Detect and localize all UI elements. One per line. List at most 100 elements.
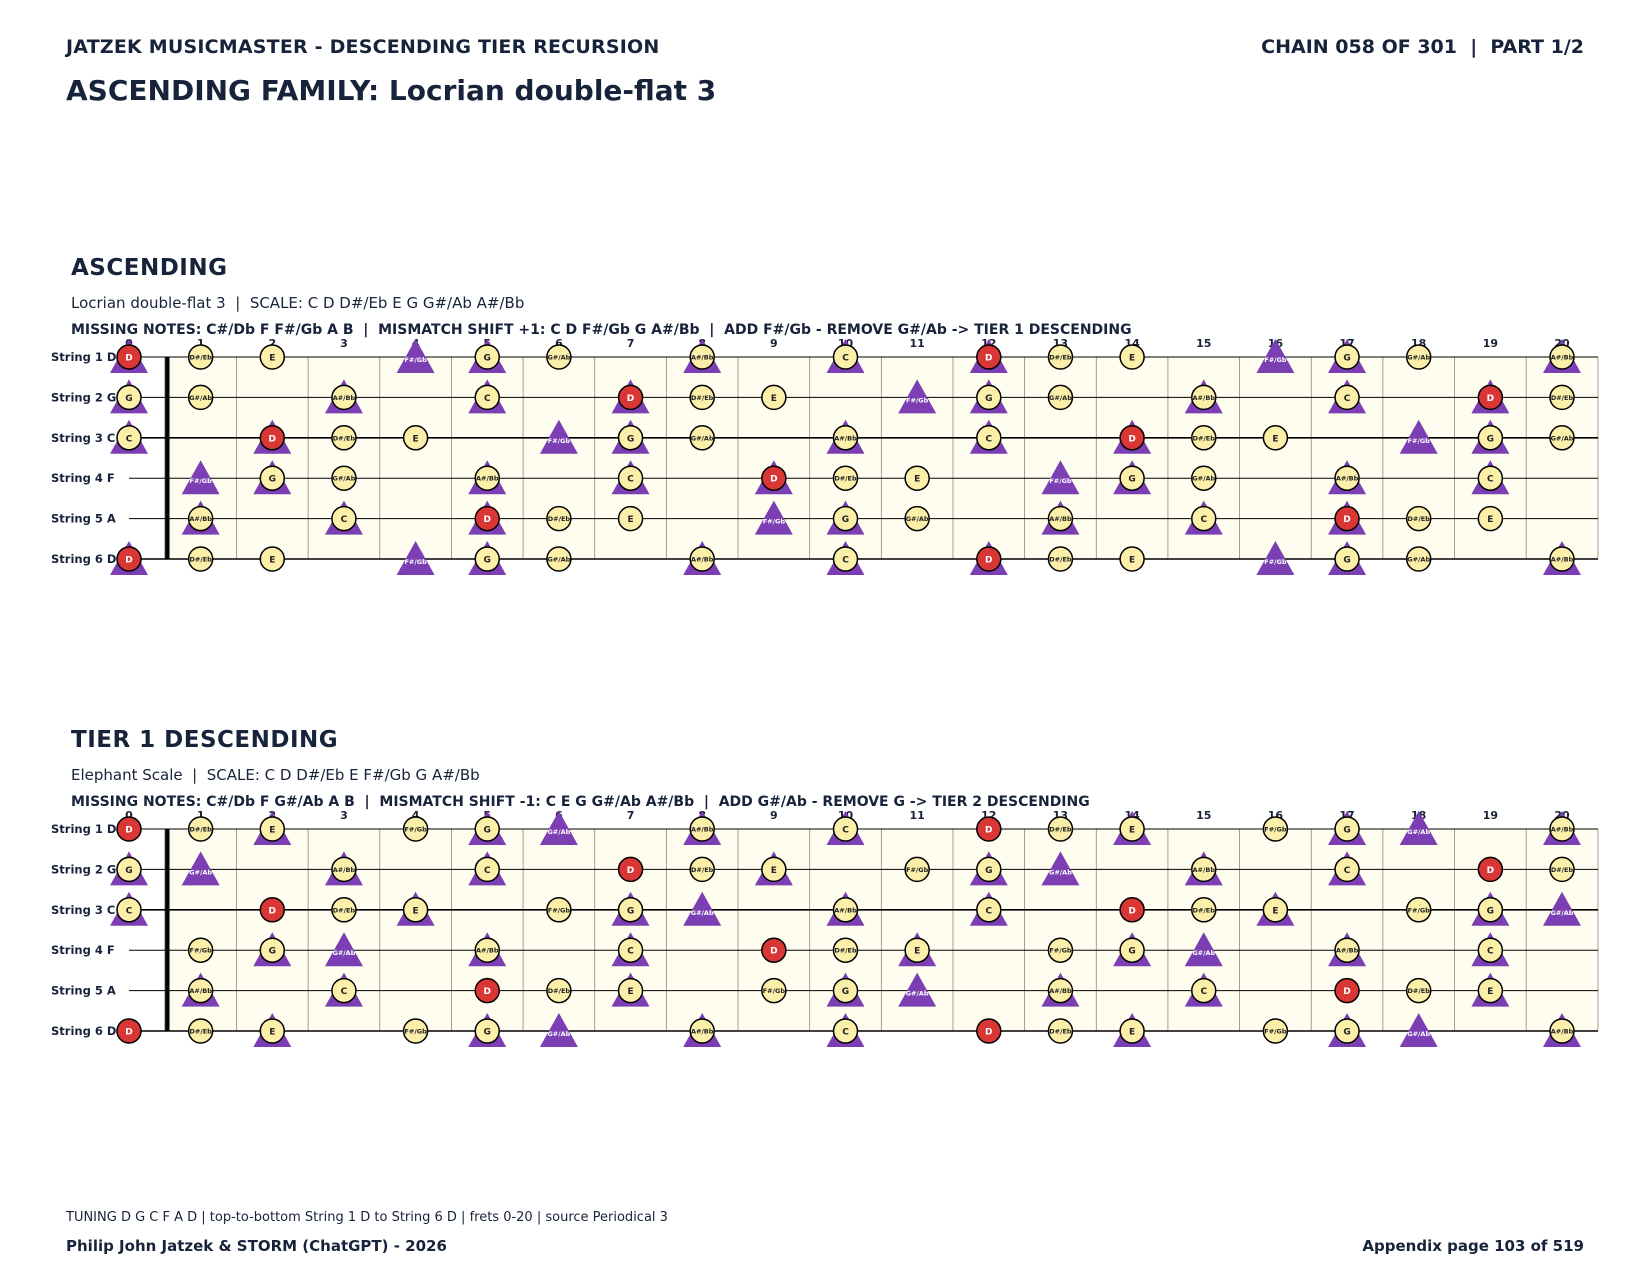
mismatch-triangle-marker — [1399, 419, 1438, 454]
scale-note-marker — [976, 856, 1002, 883]
note-label: G — [985, 394, 992, 404]
note-label: A#/Bb — [691, 1028, 714, 1036]
note-label: D#/Eb — [1551, 866, 1574, 874]
scale-note-marker — [1549, 1018, 1575, 1044]
scale-note-marker — [1405, 505, 1432, 532]
scale-note-marker — [474, 937, 500, 963]
note-label: E — [1272, 906, 1278, 916]
note-label: G#/Ab — [1551, 909, 1574, 917]
note-label: D — [1487, 866, 1494, 876]
note-label: G — [1343, 556, 1350, 566]
scale-note-marker — [546, 546, 572, 572]
section-missing-tier1-descending: MISSING NOTES: C#/Db F G#/Ab A B | MISMA… — [71, 794, 1090, 810]
fret-number: 9 — [770, 337, 778, 350]
note-label: A#/Bb — [1336, 947, 1359, 955]
mismatch-triangle-marker — [396, 339, 435, 373]
note-label: F#/Gb — [1264, 826, 1287, 834]
mismatch-triangle-marker — [1399, 1013, 1438, 1047]
note-label: D#/Eb — [333, 906, 356, 914]
scale-note-marker — [832, 505, 859, 532]
note-label: G — [269, 475, 276, 485]
note-label: G#/Ab — [189, 394, 212, 402]
section-title-tier1-descending: TIER 1 DESCENDING — [71, 727, 339, 753]
scale-note-marker — [116, 897, 142, 923]
scale-note-marker — [832, 937, 859, 963]
scale-note-marker — [187, 816, 214, 842]
note-label: G#/Ab — [1192, 475, 1215, 483]
scale-note-marker — [116, 856, 142, 883]
scale-note-marker — [832, 816, 859, 842]
note-label: G#/Ab — [1407, 828, 1430, 836]
scale-note-marker — [1334, 937, 1360, 963]
note-label: A#/Bb — [1193, 866, 1216, 874]
note-label: F#/Gb — [1049, 947, 1072, 955]
scale-note-marker — [1334, 1018, 1360, 1044]
note-label: D — [1343, 987, 1350, 997]
note-label: G — [985, 866, 992, 876]
note-label: D#/Eb — [1049, 556, 1072, 564]
scale-note-marker — [259, 344, 286, 370]
note-label: F#/Gb — [763, 987, 786, 995]
scale-note-marker — [331, 425, 357, 451]
fret-number: 7 — [627, 337, 635, 350]
note-label: D — [1128, 434, 1135, 444]
scale-note-marker — [1334, 546, 1360, 572]
note-label: F#/Gb — [404, 1028, 427, 1036]
note-label: G — [1343, 826, 1350, 836]
root-note-marker — [1477, 384, 1504, 411]
note-label: E — [771, 866, 777, 876]
note-label: E — [269, 1028, 275, 1038]
note-label: F#/Gb — [763, 518, 786, 526]
scale-note-marker — [1191, 897, 1217, 923]
mismatch-triangle-marker — [539, 419, 578, 454]
note-label: D#/Eb — [189, 556, 212, 564]
scale-note-marker — [832, 1018, 859, 1044]
scale-note-marker — [116, 425, 142, 451]
note-label: G#/Ab — [189, 868, 212, 876]
scale-note-marker — [689, 384, 715, 411]
note-label: C — [341, 987, 348, 997]
note-label: E — [1129, 1028, 1135, 1038]
string-label: String 6 D — [51, 552, 116, 566]
root-note-marker — [116, 816, 142, 842]
note-label: F#/Gb — [1408, 437, 1431, 445]
root-note-marker — [116, 344, 142, 370]
note-label: G#/Ab — [1551, 434, 1574, 442]
note-label: D — [125, 556, 132, 566]
mismatch-triangle-marker — [181, 851, 220, 886]
note-label: D — [269, 434, 276, 444]
note-label: D#/Eb — [1408, 987, 1431, 995]
scale-note-marker — [1191, 465, 1217, 491]
scale-note-marker — [1262, 897, 1289, 923]
fretboard-tier1-descending: String 1 D String 2 G String 3 C String 4 F… — [51, 809, 1599, 1047]
note-label: F#/Gb — [1264, 558, 1287, 566]
note-label: G#/Ab — [1049, 394, 1072, 402]
note-label: D — [627, 866, 634, 876]
note-label: G — [1343, 1028, 1350, 1038]
note-label: E — [627, 515, 633, 525]
note-label: C — [1344, 866, 1351, 876]
scale-note-marker — [1191, 977, 1217, 1004]
note-label: F#/Gb — [404, 558, 427, 566]
note-label: G — [125, 866, 132, 876]
note-label: C — [126, 434, 133, 444]
note-label: G — [627, 434, 634, 444]
note-label: D#/Eb — [1193, 434, 1216, 442]
note-label: G — [842, 515, 849, 525]
note-label: F#/Gb — [190, 477, 213, 485]
section-title-ascending: ASCENDING — [71, 255, 228, 281]
section-missing-ascending: MISSING NOTES: C#/Db F F#/Gb A B | MISMA… — [71, 322, 1132, 338]
string-label: String 3 C — [51, 431, 115, 445]
scale-note-marker — [331, 465, 357, 491]
scale-note-marker — [1334, 344, 1360, 370]
scale-note-marker — [689, 344, 715, 370]
scale-note-marker — [1549, 546, 1575, 572]
scale-note-marker — [187, 384, 214, 411]
note-label: E — [771, 394, 777, 404]
root-note-marker — [617, 384, 644, 411]
scale-note-marker — [617, 425, 644, 451]
section-subtitle-tier1-descending: Elephant Scale | SCALE: C D D#/Eb E F#/G… — [71, 766, 480, 784]
fret-number: 6 — [555, 337, 563, 350]
string-label: String 3 C — [51, 903, 115, 917]
mismatch-triangle-marker — [1256, 339, 1295, 373]
